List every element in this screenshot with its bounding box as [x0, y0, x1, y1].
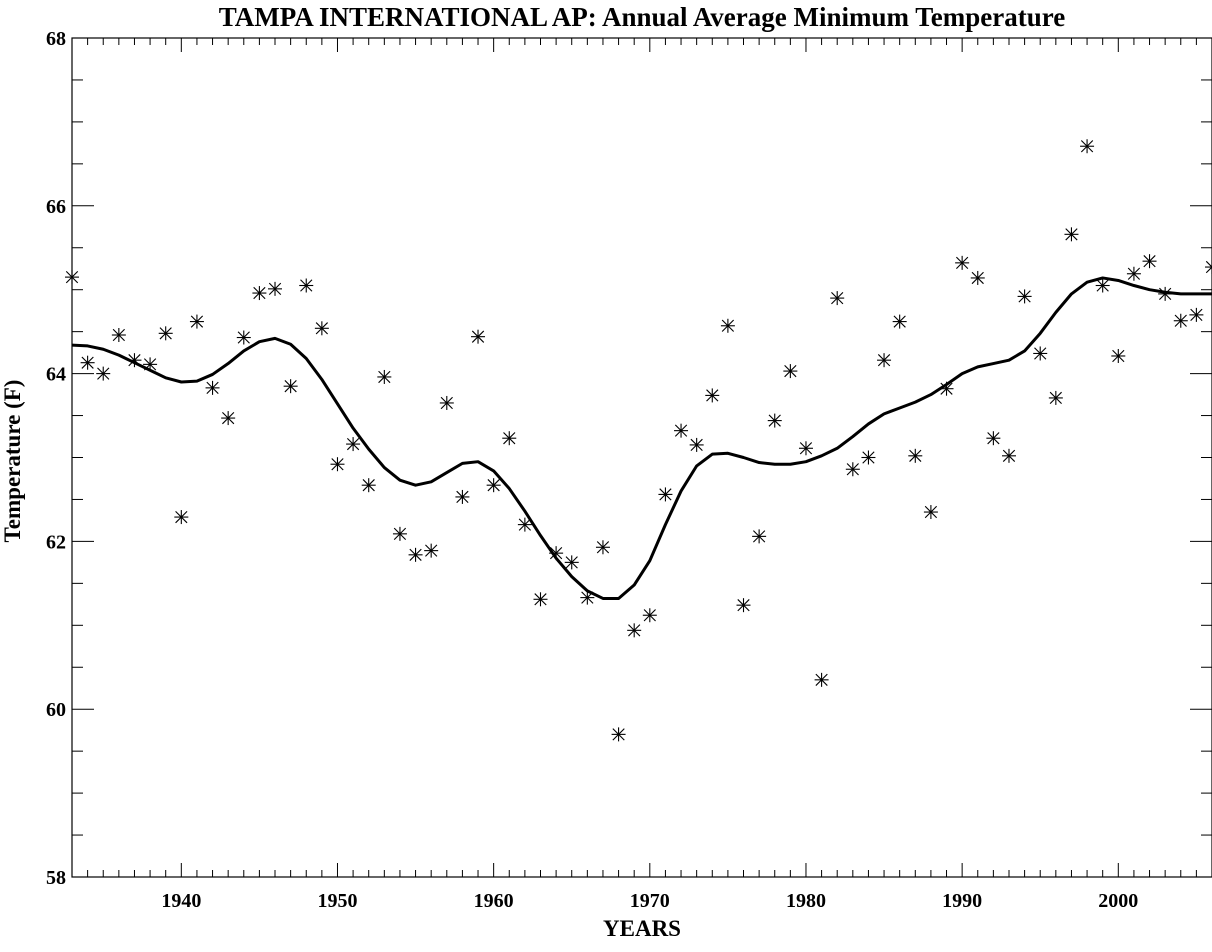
data-point	[189, 314, 204, 329]
data-point	[1017, 289, 1032, 304]
data-point	[939, 381, 954, 396]
data-point	[1080, 139, 1095, 154]
data-point	[549, 546, 564, 561]
data-point	[346, 437, 361, 452]
data-point	[642, 608, 657, 623]
x-tick-label: 1960	[474, 890, 514, 912]
data-point	[408, 547, 423, 562]
y-tick-label: 58	[46, 867, 66, 889]
data-point	[1064, 227, 1079, 242]
data-point	[283, 379, 298, 394]
data-point	[1111, 348, 1126, 363]
tick-labels: 1940 1950 1960 1970 1980 1990 2000 58 60 62 64 66 68	[46, 28, 1138, 912]
data-point	[96, 366, 111, 381]
data-point	[705, 388, 720, 403]
data-point	[970, 270, 985, 285]
data-point	[1189, 307, 1204, 322]
data-point	[392, 526, 407, 541]
data-point	[908, 448, 923, 463]
data-point	[377, 369, 392, 384]
data-point	[1173, 313, 1188, 328]
data-point	[471, 329, 486, 344]
data-point	[299, 278, 314, 293]
chart-title: TAMPA INTERNATIONAL AP: Annual Average M…	[219, 2, 1066, 32]
plot-frame	[71, 37, 1212, 878]
data-point	[361, 478, 376, 493]
x-tick-label: 1970	[630, 890, 670, 912]
y-tick-label: 66	[46, 196, 66, 218]
data-point	[564, 555, 579, 570]
data-point	[1205, 260, 1212, 275]
y-tick-label: 68	[46, 28, 66, 50]
data-point	[736, 598, 751, 613]
data-point	[143, 357, 158, 372]
data-point	[752, 529, 767, 544]
data-point	[455, 489, 470, 504]
x-tick-label: 2000	[1098, 890, 1138, 912]
data-point	[783, 364, 798, 379]
axis-ticks	[71, 37, 1212, 878]
data-point	[767, 413, 782, 428]
data-point	[798, 441, 813, 456]
trend-line	[71, 276, 1212, 600]
data-point	[1048, 390, 1063, 405]
y-tick-label: 62	[46, 531, 66, 553]
data-point	[814, 672, 829, 687]
x-tick-label: 1950	[317, 890, 357, 912]
data-point	[923, 505, 938, 520]
data-point	[1158, 286, 1173, 301]
data-point	[486, 478, 501, 493]
data-point	[268, 281, 283, 296]
smoothed-trend-line	[71, 276, 1212, 600]
data-point	[658, 487, 673, 502]
y-tick-label: 64	[46, 364, 66, 386]
x-tick-label: 1980	[786, 890, 826, 912]
data-point	[236, 330, 251, 345]
data-point	[611, 727, 626, 742]
data-point	[595, 540, 610, 555]
data-point	[955, 255, 970, 270]
data-point	[330, 457, 345, 472]
data-point	[221, 411, 236, 426]
data-point	[627, 623, 642, 638]
data-point	[65, 270, 79, 285]
data-point	[252, 286, 267, 301]
data-point	[877, 353, 892, 368]
data-point	[127, 353, 142, 368]
data-point	[174, 510, 189, 525]
data-point	[580, 590, 595, 605]
data-point	[1001, 448, 1016, 463]
data-point	[533, 592, 548, 607]
y-tick-label: 60	[46, 699, 66, 721]
data-point	[674, 423, 689, 438]
data-point	[158, 326, 173, 341]
data-point	[1033, 346, 1048, 361]
data-point	[424, 543, 439, 558]
data-point	[861, 450, 876, 465]
data-point	[1142, 254, 1157, 269]
data-point	[845, 462, 860, 477]
data-point	[1095, 278, 1110, 293]
data-point	[830, 291, 845, 306]
data-point	[517, 517, 532, 532]
x-axis-label: YEARS	[603, 916, 681, 941]
data-point	[720, 318, 735, 333]
data-point	[205, 380, 220, 395]
data-point	[111, 328, 126, 343]
data-point	[314, 321, 329, 336]
data-point	[1126, 266, 1141, 281]
annual-data-points	[65, 139, 1212, 742]
data-point	[80, 355, 95, 370]
data-point	[986, 431, 1001, 446]
data-point	[502, 431, 517, 446]
data-point	[439, 395, 454, 410]
x-tick-label: 1940	[161, 890, 201, 912]
x-tick-label: 1990	[942, 890, 982, 912]
y-axis-label: Temperature (F)	[0, 380, 25, 543]
data-point	[892, 314, 907, 329]
data-point	[689, 437, 704, 452]
